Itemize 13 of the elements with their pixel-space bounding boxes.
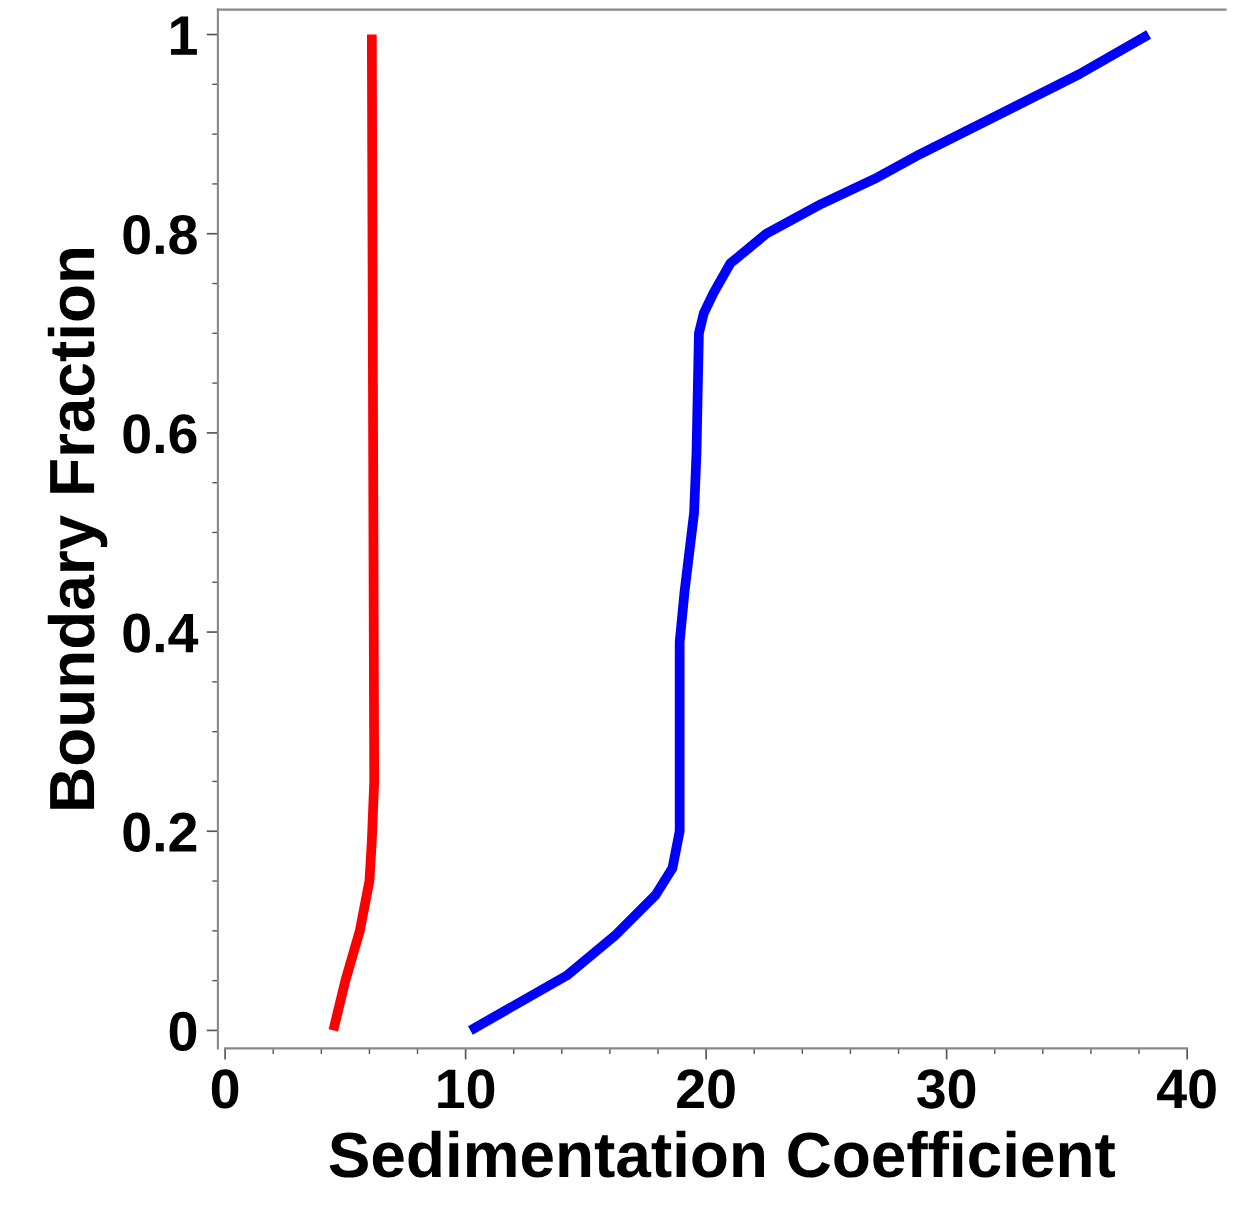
- y-tick-label: 0.4: [123, 613, 199, 653]
- x-tick-label: 20: [677, 1069, 735, 1109]
- x-tick-label: 40: [1157, 1069, 1216, 1109]
- x-tick-label: 30: [917, 1069, 976, 1109]
- y-tick-label: 0: [169, 1011, 197, 1052]
- x-tick-label: 0: [211, 1069, 239, 1109]
- y-tick-label: 1: [171, 16, 197, 55]
- y-tick-label: 0.2: [123, 812, 197, 852]
- y-axis-title: Boundary Fraction: [47, 248, 108, 809]
- x-tick-label: 10: [438, 1069, 495, 1109]
- y-tick-label: 0.8: [123, 215, 197, 255]
- x-axis-title: Sedimentation Coefficient: [329, 1130, 1116, 1178]
- y-tick-label: 0.6: [123, 414, 197, 454]
